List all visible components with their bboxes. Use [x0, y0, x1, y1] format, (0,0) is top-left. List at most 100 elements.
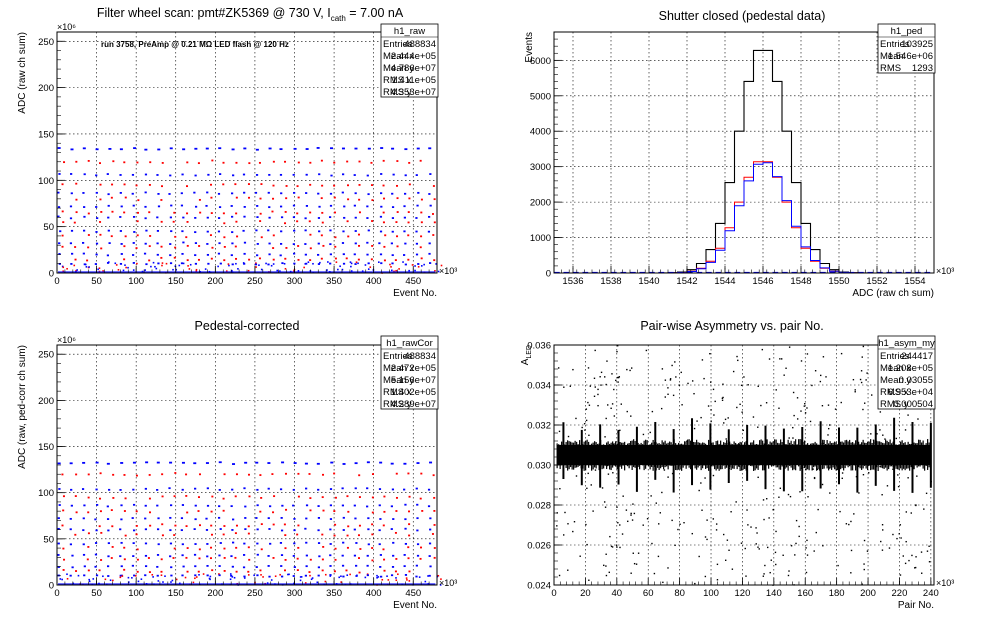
blue-point	[304, 574, 307, 577]
blue-point	[281, 262, 284, 265]
low-point	[270, 579, 273, 581]
outlier-point	[821, 483, 824, 486]
outlier-point	[863, 563, 865, 565]
blue-point	[119, 230, 122, 232]
blue-point	[168, 193, 171, 195]
blue-point	[132, 488, 135, 491]
outlier-point	[594, 469, 597, 471]
blue-point	[268, 242, 271, 245]
outlier-point	[665, 460, 667, 462]
outlier-point	[616, 345, 619, 347]
x-tick-label: 1536	[562, 276, 583, 287]
blue-point	[255, 148, 259, 151]
title-subscript: cath	[331, 14, 346, 23]
x-tick-label: 160	[797, 588, 813, 599]
blue-point	[144, 517, 147, 520]
blue-point	[144, 487, 147, 490]
x-axis-label: ADC (raw ch sum)	[852, 288, 934, 299]
red-point	[285, 197, 288, 200]
outlier-point	[605, 417, 607, 420]
outlier-point	[828, 467, 830, 469]
blue-point	[156, 528, 160, 531]
low-point	[198, 573, 200, 576]
outlier-point	[795, 542, 797, 545]
x-tick-label: 250	[247, 276, 263, 287]
outlier-point	[845, 523, 848, 525]
outlier-point	[604, 436, 606, 438]
y-exponent-label: ×10⁶	[57, 335, 76, 345]
outlier-point	[778, 459, 780, 461]
red-point	[223, 525, 226, 527]
outlier-point	[852, 378, 855, 381]
blue-point	[354, 517, 357, 520]
blue-point	[391, 262, 394, 265]
blue-point	[108, 242, 111, 245]
outlier-point	[607, 473, 610, 475]
outlier-point	[701, 359, 704, 361]
outlier-point	[664, 379, 667, 381]
blue-point	[157, 205, 161, 208]
blue-point	[354, 216, 357, 219]
blue-point	[218, 565, 221, 567]
low-point	[75, 269, 77, 272]
blue-point	[133, 147, 137, 150]
blue-point	[181, 574, 184, 577]
red-point	[160, 199, 163, 201]
low-point	[77, 574, 80, 577]
asymmetry-outliers	[556, 345, 932, 586]
blue-point	[206, 191, 209, 194]
outlier-point	[727, 417, 729, 419]
blue-point	[243, 215, 246, 218]
blue-point	[268, 206, 271, 209]
outlier-point	[758, 548, 760, 550]
red-point	[334, 547, 337, 550]
low-point	[262, 576, 264, 578]
outlier-point	[667, 476, 669, 478]
blue-point	[281, 461, 285, 464]
outlier-point	[862, 473, 865, 476]
red-point	[284, 547, 287, 550]
blue-point	[169, 529, 172, 532]
low-point	[265, 262, 267, 265]
red-point	[172, 220, 175, 223]
blue-point	[169, 555, 172, 558]
outlier-point	[927, 446, 930, 449]
red-point	[383, 259, 386, 262]
outlier-point	[778, 407, 780, 409]
blue-point	[404, 503, 407, 506]
red-point	[235, 570, 238, 573]
blue-point	[145, 229, 148, 232]
outlier-point	[617, 376, 620, 379]
red-point	[333, 570, 336, 573]
red-point	[174, 235, 177, 238]
blue-point	[378, 504, 381, 507]
blue-point	[119, 489, 122, 491]
x-tick-label: 350	[326, 588, 342, 599]
blue-point	[343, 216, 346, 219]
blue-point	[378, 529, 381, 532]
outlier-point	[914, 567, 916, 569]
y-axis-label: ALED	[520, 345, 533, 365]
red-point	[297, 196, 300, 199]
red-point	[322, 545, 325, 548]
panel-3-title: Pedestal-corrected	[195, 319, 300, 333]
red-point	[198, 548, 201, 551]
outlier-point	[853, 513, 855, 515]
outlier-point	[587, 367, 590, 369]
red-point	[272, 258, 275, 261]
low-point	[266, 582, 269, 584]
blue-point	[230, 254, 233, 257]
blue-point	[119, 528, 122, 531]
red-point	[432, 185, 435, 187]
outlier-point	[908, 559, 910, 562]
red-point	[210, 546, 213, 549]
red-point	[346, 160, 349, 163]
outlier-point	[863, 568, 865, 571]
red-point	[432, 234, 435, 236]
red-point	[309, 259, 312, 262]
low-point	[349, 261, 352, 263]
red-point	[309, 558, 312, 561]
red-point	[382, 524, 385, 527]
blue-point	[120, 541, 123, 544]
